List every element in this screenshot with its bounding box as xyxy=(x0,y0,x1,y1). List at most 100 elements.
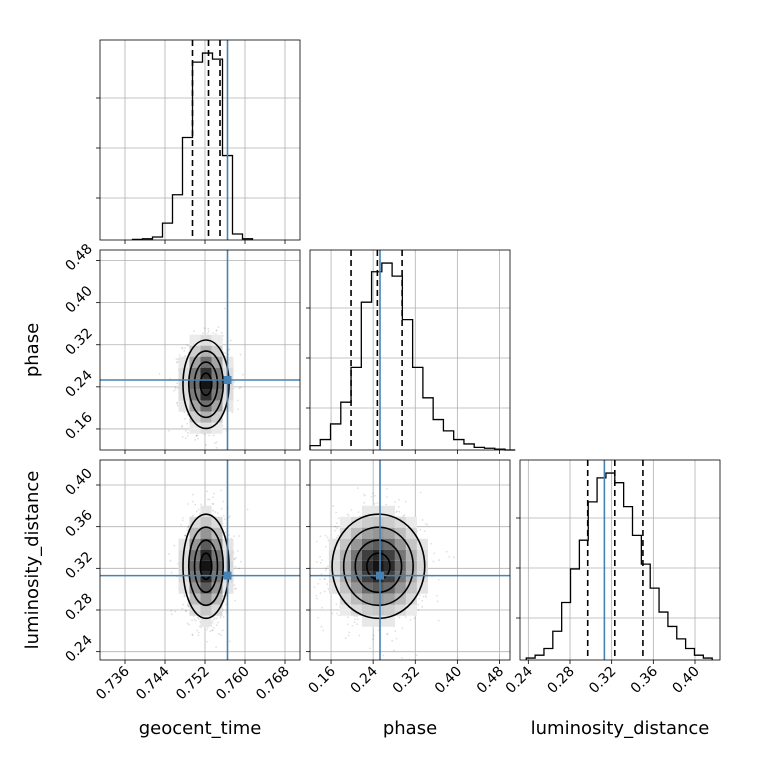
p10-point xyxy=(231,411,234,414)
p10-point xyxy=(217,326,220,329)
p21-point xyxy=(386,632,389,635)
p20-point xyxy=(196,616,199,619)
p20-point xyxy=(184,534,187,537)
p20-point xyxy=(216,617,218,620)
p21-point xyxy=(424,523,427,525)
p21-point xyxy=(398,498,400,501)
p21-density-cell xyxy=(372,527,384,539)
p20-point xyxy=(191,619,193,622)
p10-ytick-label-2: 0.32 xyxy=(62,325,95,358)
p21-point xyxy=(337,517,340,520)
p21-point xyxy=(393,649,395,652)
p21-density-cell xyxy=(361,604,373,616)
p10-point xyxy=(197,437,199,440)
p10-density-cell xyxy=(178,356,190,368)
p22-xtick-label-4: 0.40 xyxy=(669,664,702,697)
p10-point xyxy=(203,327,206,330)
p10-point xyxy=(181,425,183,427)
p20-density-cell xyxy=(178,560,190,572)
p10-point xyxy=(239,386,242,389)
p21-density-cell xyxy=(383,538,395,550)
p10-point xyxy=(201,332,204,335)
p21-density-cell xyxy=(405,516,417,528)
p20-point xyxy=(174,610,177,613)
p21-point xyxy=(313,586,316,589)
p10-point xyxy=(184,347,186,349)
p20-point xyxy=(222,616,225,618)
p10-density-cell xyxy=(211,400,223,412)
p21-point xyxy=(364,494,366,497)
p10-point xyxy=(186,431,189,434)
p20-point xyxy=(200,503,202,506)
p10-ytick-label-1: 0.24 xyxy=(62,367,95,400)
p10-point xyxy=(239,353,242,356)
panel-joint-luminosity-distance-vs-geocent-time: 0.24 0.28 0.32 0.36 0.40 0.736 0.744 0.752 0.760… xyxy=(62,459,301,704)
p10-point xyxy=(175,358,178,360)
p21-density-cell xyxy=(339,527,351,539)
p21-point xyxy=(346,513,349,516)
p21-point xyxy=(337,534,340,537)
p10-point xyxy=(183,411,186,414)
p20-xtick-label-2: 0.752 xyxy=(173,664,213,704)
p10-point xyxy=(207,330,210,332)
p20-point xyxy=(191,500,194,503)
p21-density-cell xyxy=(328,571,340,583)
p21-density-cell xyxy=(339,582,351,594)
p20-point xyxy=(236,550,239,552)
p20-density-cell xyxy=(189,604,201,616)
p21-density-cell xyxy=(394,527,406,539)
p21-point xyxy=(350,509,353,511)
p21-point xyxy=(396,510,398,513)
p21-density-cell xyxy=(405,604,417,616)
p20-point xyxy=(227,516,230,519)
p10-point xyxy=(195,434,198,437)
p21-density-cell xyxy=(383,604,395,616)
p21-point xyxy=(319,535,322,538)
p20-point xyxy=(195,510,198,513)
p20-point xyxy=(212,619,215,621)
p20-point xyxy=(195,619,197,622)
p21-point xyxy=(373,502,376,505)
p21-density-cell xyxy=(383,582,395,594)
p21-point xyxy=(398,616,401,619)
p21-density-cell xyxy=(383,516,395,528)
p10-point xyxy=(193,330,195,332)
p21-point xyxy=(385,503,388,506)
p10-point xyxy=(177,387,179,390)
p10-density-cell xyxy=(189,389,201,401)
p10-density-cell xyxy=(211,356,223,368)
panel-hist-geocent-time xyxy=(96,39,301,244)
p22-xtick-label-1: 0.28 xyxy=(544,664,577,697)
p21-point xyxy=(395,637,398,640)
p10-point xyxy=(241,373,244,376)
p20-xtick-label-3: 0.760 xyxy=(213,664,253,704)
p21-point xyxy=(394,500,396,503)
p21-density-cell xyxy=(328,582,340,594)
p10-point xyxy=(186,344,188,346)
p21-point xyxy=(327,565,329,568)
p21-point xyxy=(430,542,433,545)
p21-density-cell xyxy=(405,593,417,605)
p21-point xyxy=(421,519,424,521)
p21-point xyxy=(355,615,358,618)
p20-point xyxy=(171,613,173,616)
p21-point xyxy=(332,505,335,507)
p10-density-cell xyxy=(189,356,201,368)
p20-density-cell xyxy=(211,538,223,550)
panel-hist-phase xyxy=(306,249,516,454)
p21-point xyxy=(363,493,365,496)
p00-step xyxy=(131,52,254,241)
p20-point xyxy=(214,511,217,513)
p21-density-cell xyxy=(339,593,351,605)
p21-point xyxy=(348,631,351,634)
p20-density-cell xyxy=(211,604,223,616)
p21-point xyxy=(421,605,424,608)
p20-density-cell xyxy=(189,516,201,528)
p20-point xyxy=(233,558,236,561)
p20-density-cell xyxy=(189,527,201,539)
p21-point xyxy=(372,634,375,637)
p21-point xyxy=(426,523,429,526)
p21-density-cell xyxy=(383,593,395,605)
p21-point xyxy=(336,612,338,615)
p20-point xyxy=(211,629,214,632)
